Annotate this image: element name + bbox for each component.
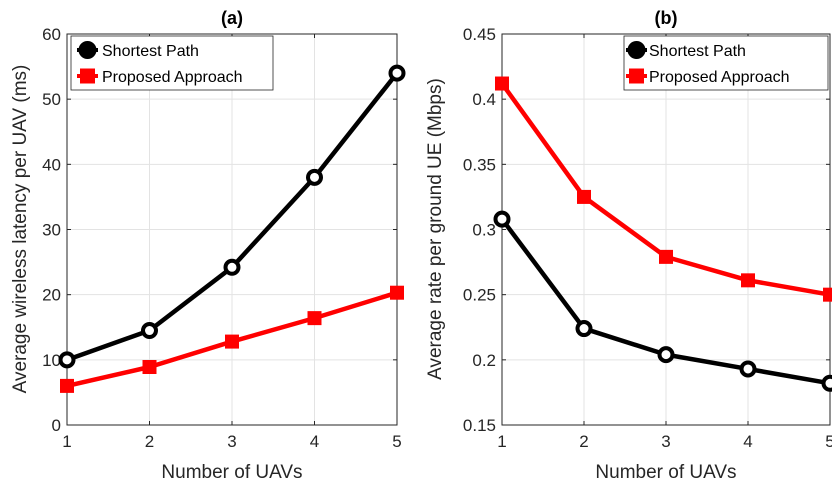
data-point-shortest-path <box>141 322 158 340</box>
y-tick-label: 50 <box>42 90 61 109</box>
legend-label-proposed-approach: Proposed Approach <box>649 69 790 86</box>
y-tick-label: 0.4 <box>472 90 496 109</box>
legend-marker-circle <box>78 41 97 59</box>
y-tick-label: 0.2 <box>472 351 496 370</box>
x-axis: 1 2 3 4 5 <box>497 34 832 451</box>
legend-marker-square <box>629 68 644 84</box>
chart-panel-b: 1 2 3 4 5 0.15 0.2 0.25 0.3 0.35 0.4 0.45 (b) Numb… <box>425 8 832 483</box>
x-tick-label: 2 <box>145 432 154 451</box>
legend-box <box>70 35 274 91</box>
x-tick-label: 2 <box>579 432 588 451</box>
chart-title: (a) <box>221 8 243 28</box>
x-tick-label: 5 <box>825 432 832 451</box>
x-axis-label: Number of UAVs <box>161 462 302 483</box>
data-point-shortest-path <box>493 210 511 228</box>
y-tick-label: 0.3 <box>472 221 496 240</box>
data-point-shortest-path <box>58 351 76 369</box>
y-axis-label: Average rate per ground UE (Mbps) <box>425 78 446 380</box>
x-tick-label: 3 <box>661 432 670 451</box>
y-tick-label: 40 <box>42 155 61 174</box>
y-axis: 0.15 0.2 0.25 0.3 0.35 0.4 0.45 <box>463 25 830 435</box>
chart-title: (b) <box>655 8 678 28</box>
data-point-proposed-approach <box>225 334 239 349</box>
x-tick-label: 5 <box>392 432 401 451</box>
data-point-shortest-path <box>739 360 757 378</box>
legend-label-shortest-path: Shortest Path <box>649 43 746 60</box>
y-tick-label: 20 <box>42 286 61 305</box>
data-point-shortest-path <box>306 168 323 186</box>
y-tick-label: 0 <box>52 416 61 435</box>
legend-marker-circle <box>627 41 646 59</box>
x-tick-label: 4 <box>310 432 319 451</box>
data-point-shortest-path <box>388 64 406 82</box>
x-tick-label: 4 <box>743 432 752 451</box>
y-tick-label: 10 <box>42 351 61 370</box>
legend-box <box>623 35 829 91</box>
data-point-shortest-path <box>223 258 241 276</box>
data-point-proposed-approach <box>495 76 509 91</box>
data-point-proposed-approach <box>307 311 322 326</box>
y-tick-label: 30 <box>42 221 61 240</box>
series-group <box>58 64 406 393</box>
grid-lines <box>67 34 397 425</box>
data-point-proposed-approach <box>659 249 673 264</box>
legend-label-shortest-path: Shortest Path <box>102 43 199 60</box>
data-point-proposed-approach <box>741 273 755 288</box>
data-point-proposed-approach <box>823 287 832 302</box>
y-axis: 0 10 20 30 40 50 60 <box>42 25 397 435</box>
y-tick-label: 0.15 <box>463 416 496 435</box>
data-point-proposed-approach <box>390 285 404 300</box>
y-tick-label: 0.35 <box>463 155 496 174</box>
series-group <box>493 76 832 392</box>
legend: Shortest Path Proposed Approach <box>623 35 829 91</box>
legend-marker-square <box>80 68 95 84</box>
data-point-shortest-path <box>821 374 832 392</box>
x-tick-label: 1 <box>497 432 506 451</box>
data-point-proposed-approach <box>577 189 591 204</box>
y-tick-label: 0.25 <box>463 286 496 305</box>
y-axis-label: Average wireless latency per UAV (ms) <box>10 65 31 394</box>
legend-label-proposed-approach: Proposed Approach <box>102 69 243 86</box>
data-point-proposed-approach <box>60 378 74 393</box>
x-tick-label: 3 <box>227 432 236 451</box>
data-point-shortest-path <box>657 346 675 364</box>
y-tick-label: 0.45 <box>463 25 496 44</box>
chart-panel-a: 1 2 3 4 5 0 10 20 30 40 50 60 (a) Number of UAVs A… <box>10 8 406 483</box>
x-axis-label: Number of UAVs <box>595 462 736 483</box>
legend: Shortest Path Proposed Approach <box>70 35 274 91</box>
x-tick-label: 1 <box>62 432 71 451</box>
data-point-shortest-path <box>575 320 593 338</box>
y-tick-label: 60 <box>42 25 61 44</box>
data-point-proposed-approach <box>142 360 157 375</box>
